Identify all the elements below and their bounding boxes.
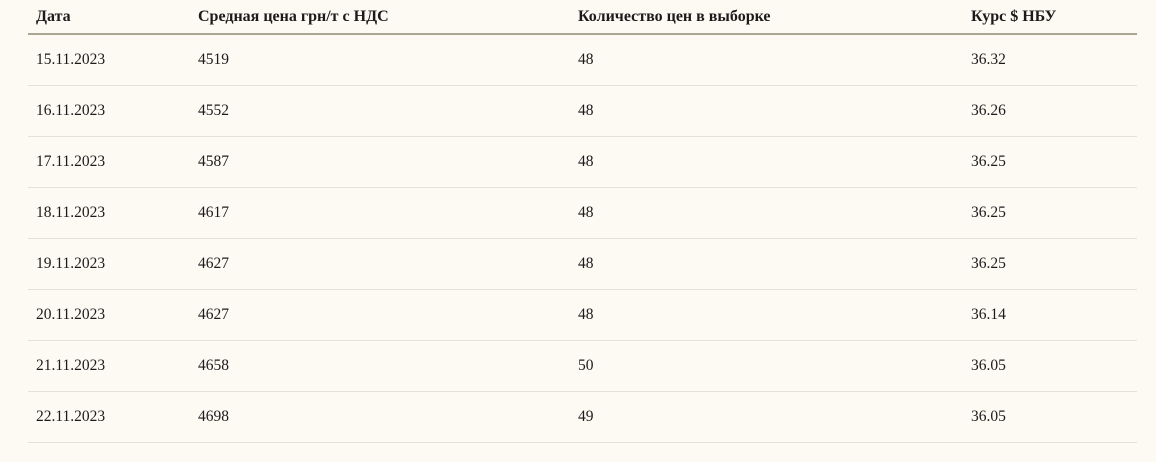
table-cell-sample-count: 48	[570, 238, 963, 290]
table-cell-usd-rate: 36.25	[963, 238, 1137, 290]
column-header-sample-count: Количество цен в выборке	[570, 0, 963, 35]
price-table: Дата Средная цена грн/т с НДС Количество ц…	[28, 0, 1137, 443]
table-cell-avg-price: 4552	[190, 85, 570, 137]
table-cell-date: 21.11.2023	[28, 340, 190, 392]
table-cell-avg-price: 4658	[190, 340, 570, 392]
table-row: 21.11.2023 4658 50 36.05	[28, 340, 1137, 392]
table-row: 17.11.2023 4587 48 36.25	[28, 136, 1137, 188]
table-row: 16.11.2023 4552 48 36.26	[28, 85, 1137, 137]
table-cell-date: 18.11.2023	[28, 187, 190, 239]
table-cell-avg-price: 4617	[190, 187, 570, 239]
table-cell-date: 20.11.2023	[28, 289, 190, 341]
table-cell-sample-count: 48	[570, 289, 963, 341]
table-cell-avg-price: 4627	[190, 289, 570, 341]
table-cell-usd-rate: 36.26	[963, 85, 1137, 137]
table-cell-avg-price: 4698	[190, 391, 570, 443]
price-table-container: Дата Средная цена грн/т с НДС Количество ц…	[28, 0, 1137, 443]
table-cell-sample-count: 48	[570, 85, 963, 137]
table-row: 22.11.2023 4698 49 36.05	[28, 391, 1137, 443]
column-header-date: Дата	[28, 0, 190, 35]
table-cell-date: 17.11.2023	[28, 136, 190, 188]
table-cell-avg-price: 4627	[190, 238, 570, 290]
table-cell-usd-rate: 36.05	[963, 391, 1137, 443]
table-cell-sample-count: 48	[570, 187, 963, 239]
table-cell-usd-rate: 36.32	[963, 34, 1137, 86]
column-header-usd-rate: Курс $ НБУ	[963, 0, 1137, 35]
table-cell-sample-count: 50	[570, 340, 963, 392]
table-cell-avg-price: 4519	[190, 34, 570, 86]
column-header-avg-price: Средная цена грн/т с НДС	[190, 0, 570, 35]
table-cell-sample-count: 48	[570, 34, 963, 86]
table-row: 18.11.2023 4617 48 36.25	[28, 187, 1137, 239]
table-cell-usd-rate: 36.05	[963, 340, 1137, 392]
table-cell-usd-rate: 36.14	[963, 289, 1137, 341]
table-header-row: Дата Средная цена грн/т с НДС Количество ц…	[28, 0, 1137, 35]
table-cell-date: 15.11.2023	[28, 34, 190, 86]
table-cell-date: 22.11.2023	[28, 391, 190, 443]
table-row: 20.11.2023 4627 48 36.14	[28, 289, 1137, 341]
table-row: 19.11.2023 4627 48 36.25	[28, 238, 1137, 290]
table-cell-sample-count: 49	[570, 391, 963, 443]
table-row: 15.11.2023 4519 48 36.32	[28, 34, 1137, 86]
table-cell-date: 19.11.2023	[28, 238, 190, 290]
table-cell-usd-rate: 36.25	[963, 187, 1137, 239]
table-cell-sample-count: 48	[570, 136, 963, 188]
table-cell-usd-rate: 36.25	[963, 136, 1137, 188]
table-cell-date: 16.11.2023	[28, 85, 190, 137]
table-cell-avg-price: 4587	[190, 136, 570, 188]
